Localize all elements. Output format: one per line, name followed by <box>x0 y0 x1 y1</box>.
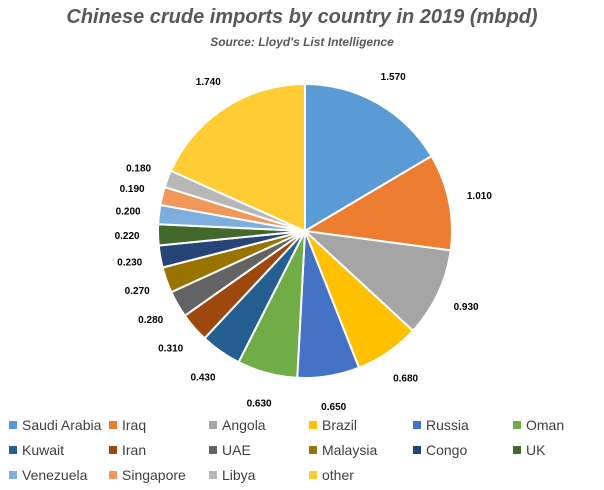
legend-swatch <box>209 471 217 479</box>
data-label-saudi-arabia: 1.570 <box>381 72 406 83</box>
legend-label: Venezuela <box>22 467 88 483</box>
data-label-angola: 0.930 <box>454 302 479 313</box>
legend-label: UK <box>526 442 546 458</box>
legend-swatch <box>9 471 17 479</box>
legend-swatch <box>413 421 421 429</box>
legend-swatch <box>413 446 421 454</box>
legend-swatch <box>513 421 521 429</box>
data-label-malaysia: 0.270 <box>125 286 150 297</box>
data-label-uk: 0.220 <box>115 231 140 242</box>
data-label-iran: 0.310 <box>158 343 183 354</box>
data-label-congo: 0.230 <box>117 258 142 269</box>
legend-label: Iraq <box>122 417 147 433</box>
data-label-russia: 0.650 <box>321 402 346 410</box>
data-label-uae: 0.280 <box>138 315 163 326</box>
legend-swatch <box>309 421 317 429</box>
legend-label: Malaysia <box>322 442 378 458</box>
legend-item-brazil: Brazil <box>309 416 357 434</box>
pie-chart: 1.570 1.010 0.930 0.680 0.650 0.630 0.430 0.310… <box>115 72 493 410</box>
data-label-singapore: 0.190 <box>120 184 145 195</box>
legend-swatch <box>109 421 117 429</box>
legend-item-kuwait: Kuwait <box>9 441 64 459</box>
chart-legend: Saudi Arabia Iraq Angola Brazil Russia Oman Ku… <box>0 413 604 490</box>
legend-item-iran: Iran <box>109 441 146 459</box>
data-label-other: 1.740 <box>196 77 221 88</box>
legend-item-malaysia: Malaysia <box>309 441 377 459</box>
legend-label: Angola <box>222 417 266 433</box>
legend-label: Congo <box>426 442 468 458</box>
legend-item-uae: UAE <box>209 441 251 459</box>
legend-item-oman: Oman <box>513 416 564 434</box>
legend-label: UAE <box>222 442 251 458</box>
legend-label: Russia <box>426 417 469 433</box>
legend-item-saudi-arabia: Saudi Arabia <box>9 416 101 434</box>
legend-label: other <box>322 467 354 483</box>
data-label-venezuela: 0.200 <box>116 207 141 218</box>
legend-item-iraq: Iraq <box>109 416 146 434</box>
legend-item-other: other <box>309 466 354 484</box>
data-label-iraq: 1.010 <box>467 191 492 202</box>
chart-subtitle: Source: Lloyd's List Intelligence <box>210 35 394 49</box>
legend-swatch <box>309 471 317 479</box>
legend-item-russia: Russia <box>413 416 469 434</box>
chart-title: Chinese crude imports by country in 2019… <box>66 6 538 28</box>
legend-item-venezuela: Venezuela <box>9 466 87 484</box>
legend-swatch <box>309 446 317 454</box>
pie-slice-angola <box>302 229 452 333</box>
legend-swatch <box>9 421 17 429</box>
legend-swatch <box>9 446 17 454</box>
legend-swatch <box>513 446 521 454</box>
data-label-brazil: 0.680 <box>393 373 418 384</box>
legend-item-congo: Congo <box>413 441 467 459</box>
data-label-oman: 0.630 <box>247 399 272 410</box>
legend-swatch <box>209 421 217 429</box>
legend-swatch <box>109 446 117 454</box>
legend-item-libya: Libya <box>209 466 255 484</box>
legend-label: Oman <box>526 417 565 433</box>
legend-label: Kuwait <box>22 442 65 458</box>
pie-slice-iraq <box>302 154 453 252</box>
legend-item-singapore: Singapore <box>109 466 186 484</box>
legend-label: Brazil <box>322 417 358 433</box>
legend-label: Libya <box>222 467 256 483</box>
data-label-libya: 0.180 <box>126 163 151 174</box>
legend-item-angola: Angola <box>209 416 266 434</box>
legend-label: Iran <box>122 442 147 458</box>
legend-item-uk: UK <box>513 441 545 459</box>
data-label-kuwait: 0.430 <box>190 372 215 383</box>
legend-swatch <box>209 446 217 454</box>
legend-swatch <box>109 471 117 479</box>
legend-label: Singapore <box>122 467 186 483</box>
pie-slice-other <box>169 82 306 233</box>
pie-slice-saudi-arabia <box>304 82 433 233</box>
legend-label: Saudi Arabia <box>22 417 102 433</box>
